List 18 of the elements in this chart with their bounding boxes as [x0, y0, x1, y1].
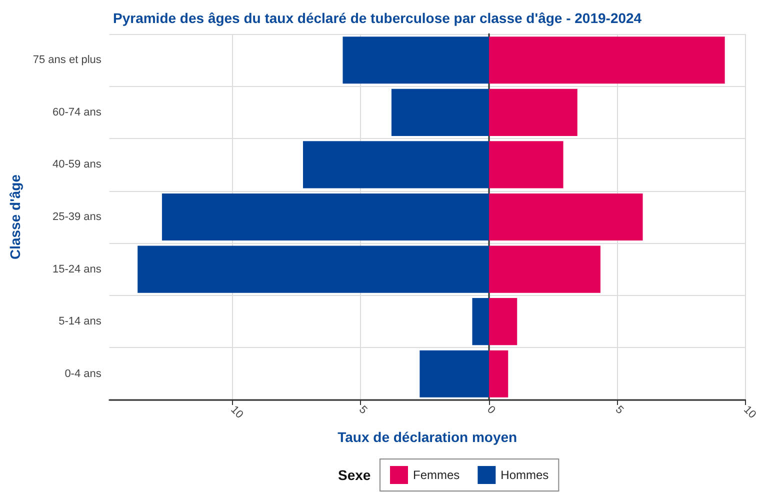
y-tick-label: 15-24 ans — [52, 263, 102, 276]
x-tick-label: 10 — [741, 404, 758, 421]
y-tick-label: 0-4 ans — [64, 368, 102, 380]
y-tick-label: 40-59 ans — [52, 158, 102, 171]
y-tick-label: 5-14 ans — [58, 316, 102, 328]
x-tick-label: 10 — [228, 404, 246, 421]
chart-title: Pyramide des âges du taux déclaré de tuberculose par classe d'âge - 2019-2024 — [113, 10, 642, 26]
x-tick-label: 5 — [356, 404, 370, 417]
legend-label: Femmes — [413, 468, 460, 482]
legend-title: Sexe — [338, 467, 371, 483]
y-axis-title: Classe d'âge — [7, 174, 23, 260]
y-tick-label: 60-74 ans — [52, 106, 102, 118]
legend-label: Hommes — [500, 468, 549, 482]
x-tick-label: 5 — [612, 404, 626, 417]
x-axis-title: Taux de déclaration moyen — [338, 429, 518, 445]
y-tick-label: 25-39 ans — [52, 211, 102, 223]
x-tick-label: 0 — [484, 404, 498, 417]
y-tick-label: 75 ans et plus — [32, 54, 102, 66]
